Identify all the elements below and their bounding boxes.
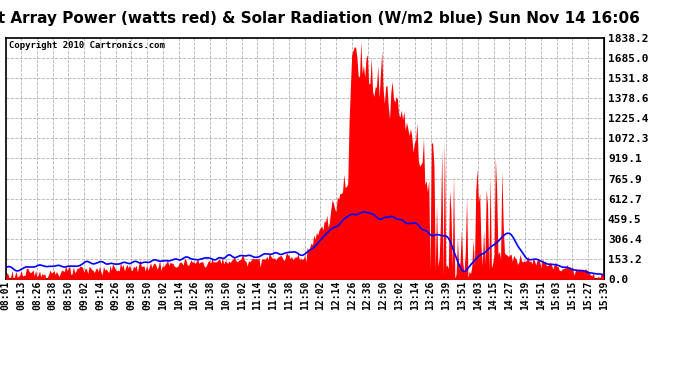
Text: Copyright 2010 Cartronics.com: Copyright 2010 Cartronics.com xyxy=(8,41,164,50)
Text: East Array Power (watts red) & Solar Radiation (W/m2 blue) Sun Nov 14 16:06: East Array Power (watts red) & Solar Rad… xyxy=(0,11,640,26)
